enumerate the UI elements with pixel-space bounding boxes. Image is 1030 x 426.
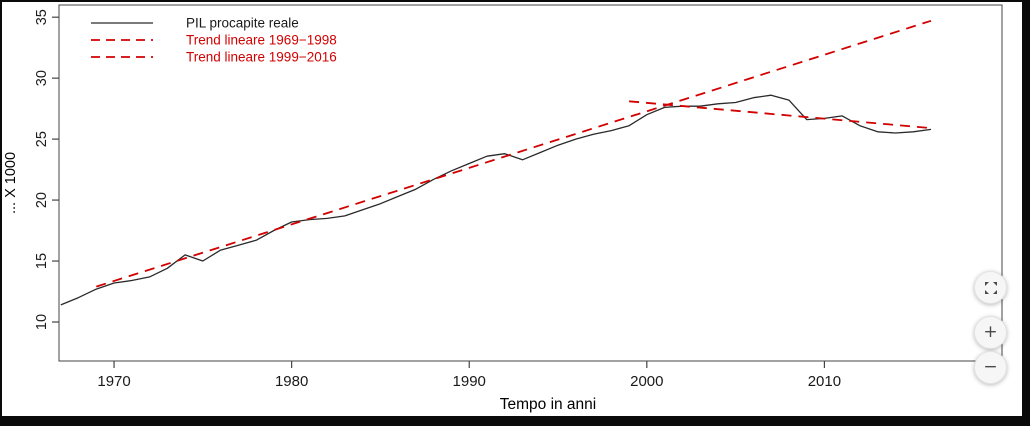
- y-tick-label: 10: [34, 314, 50, 330]
- legend-label: PIL procapite reale: [186, 16, 299, 31]
- x-tick-label: 1990: [453, 373, 486, 390]
- x-axis-title: Tempo in anni: [500, 396, 597, 413]
- minus-icon: −: [983, 357, 998, 377]
- y-tick-label: 30: [34, 70, 50, 86]
- series-trend-line-1: [96, 19, 932, 288]
- pan-button[interactable]: [974, 271, 1007, 304]
- move-arrows-icon: [984, 281, 997, 294]
- x-tick-label: 1970: [97, 373, 130, 390]
- legend-item: PIL procapite reale: [91, 16, 299, 31]
- legend-item: Trend lineare 1999−2016: [91, 50, 337, 65]
- series-gdp-line: [60, 94, 932, 306]
- x-tick-label: 2000: [630, 373, 663, 390]
- series-trend-line-2: [629, 100, 932, 129]
- y-axis-title: ... X 1000: [3, 152, 19, 214]
- y-tick-label: 25: [34, 131, 50, 147]
- y-tick-label: 20: [34, 192, 50, 208]
- legend-item: Trend lineare 1969−1998: [91, 33, 337, 48]
- plot-page: [2, 2, 1022, 416]
- legend-label: Trend lineare 1999−2016: [186, 50, 337, 65]
- y-tick-label: 15: [34, 253, 50, 269]
- x-tick-label: 2010: [808, 373, 841, 390]
- plus-icon: +: [983, 322, 998, 342]
- plot-box: [58, 4, 1003, 362]
- zoom-in-button[interactable]: +: [974, 316, 1007, 349]
- y-tick-label: 35: [34, 9, 50, 25]
- zoom-out-button[interactable]: −: [974, 351, 1007, 384]
- legend-label: Trend lineare 1969−1998: [186, 33, 337, 48]
- x-tick-label: 1980: [275, 373, 308, 390]
